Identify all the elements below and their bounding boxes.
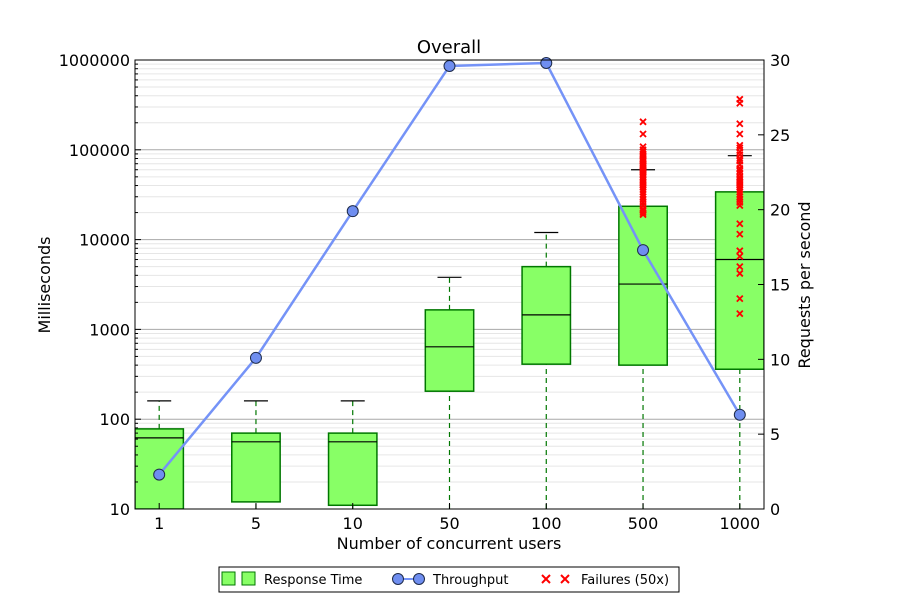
y-tick-label: 1000000 bbox=[59, 51, 130, 70]
x-axis-label: Number of concurrent users bbox=[337, 534, 562, 553]
y2-tick-label: 10 bbox=[770, 350, 790, 369]
failure-point-1000 bbox=[736, 230, 744, 238]
failure-point-1000 bbox=[736, 167, 744, 175]
y2-tick-label: 20 bbox=[770, 201, 790, 220]
y-tick-label: 100 bbox=[99, 410, 130, 429]
box-cat-1000 bbox=[714, 191, 764, 370]
failure-point-1000 bbox=[736, 141, 744, 150]
legend-frame bbox=[218, 566, 680, 593]
throughput-point-5 bbox=[249, 351, 262, 364]
failures bbox=[639, 95, 744, 318]
failure-point-500 bbox=[639, 143, 647, 151]
y-axis-label: Milliseconds bbox=[35, 237, 54, 334]
failure-point-1000 bbox=[736, 144, 744, 152]
axes: 1010010001000010000010000000510152025301… bbox=[59, 51, 791, 533]
x-tick-label: 10 bbox=[343, 514, 363, 533]
failure-point-1000 bbox=[736, 130, 744, 138]
failure-point-500 bbox=[639, 130, 647, 138]
failure-point-1000 bbox=[736, 269, 744, 278]
legend-failure-marker-1 bbox=[541, 574, 551, 584]
legend-response-time-label: Response Time bbox=[264, 573, 362, 588]
failure-point-1000 bbox=[736, 262, 744, 271]
legend-failures-label: Failures (50x) bbox=[581, 573, 669, 588]
y-tick-label: 10 bbox=[110, 500, 130, 519]
x-tick-label: 100 bbox=[531, 514, 562, 533]
legend: Response Time Throughput Failures (50x) bbox=[218, 566, 680, 593]
box-cat-500 bbox=[618, 205, 668, 366]
y2-tick-label: 30 bbox=[770, 51, 790, 70]
failure-point-500 bbox=[639, 118, 647, 126]
y2-axis-label: Requests per second bbox=[795, 201, 814, 368]
failure-point-1000 bbox=[736, 309, 744, 318]
throughput-point-10 bbox=[346, 205, 359, 218]
legend-throughput-marker-2 bbox=[413, 573, 425, 585]
legend-failure-marker-2 bbox=[560, 574, 570, 584]
y-tick-label: 10000 bbox=[79, 231, 130, 250]
throughput-point-1 bbox=[153, 468, 166, 481]
boxes bbox=[135, 155, 764, 509]
y-tick-label: 1000 bbox=[89, 320, 130, 339]
failure-point-1000 bbox=[736, 95, 744, 103]
failure-point-1000 bbox=[736, 247, 744, 255]
throughput-point-50 bbox=[443, 59, 456, 72]
failure-point-1000 bbox=[736, 120, 744, 128]
legend-throughput-marker-1 bbox=[392, 573, 404, 585]
throughput-point-500 bbox=[637, 244, 650, 257]
throughput-point-100 bbox=[540, 56, 553, 69]
legend-throughput-label: Throughput bbox=[432, 573, 509, 588]
y-tick-label: 100000 bbox=[69, 141, 130, 160]
failure-point-1000 bbox=[736, 220, 744, 228]
failure-point-1000 bbox=[736, 252, 744, 261]
y2-tick-label: 15 bbox=[770, 276, 790, 295]
failure-point-1000 bbox=[736, 295, 744, 303]
y2-tick-label: 0 bbox=[770, 500, 780, 519]
throughput bbox=[153, 56, 746, 481]
y2-tick-label: 25 bbox=[770, 126, 790, 145]
box-cat-5 bbox=[231, 432, 281, 503]
x-tick-label: 5 bbox=[251, 514, 261, 533]
x-tick-label: 1000 bbox=[719, 514, 760, 533]
throughput-point-1000 bbox=[733, 408, 746, 421]
box-cat-10 bbox=[327, 432, 378, 507]
x-tick-label: 500 bbox=[628, 514, 659, 533]
x-tick-label: 50 bbox=[439, 514, 459, 533]
x-tick-label: 1 bbox=[154, 514, 164, 533]
legend-response-time-swatch-2 bbox=[241, 571, 256, 586]
box-cat-50 bbox=[424, 309, 475, 392]
y2-tick-label: 5 bbox=[770, 425, 780, 444]
failure-point-1000 bbox=[736, 157, 744, 165]
legend-response-time-swatch-1 bbox=[221, 571, 236, 586]
chart-title: Overall bbox=[417, 37, 481, 58]
